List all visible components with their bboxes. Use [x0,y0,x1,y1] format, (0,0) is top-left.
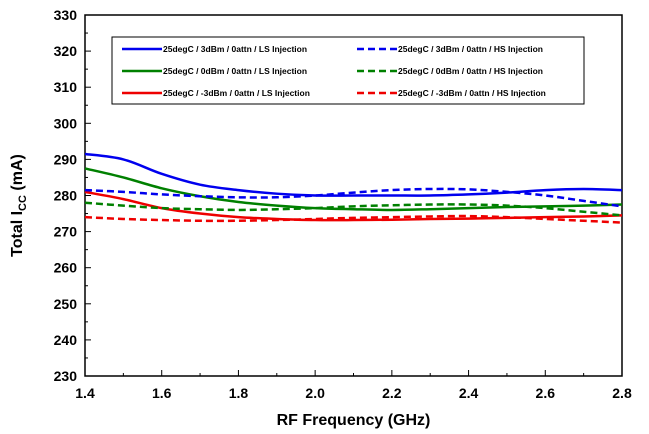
series-line [84,214,623,224]
y-tick-label: 290 [54,151,78,167]
legend-label: 25degC / 3dBm / 0attn / HS Injection [398,44,543,54]
legend-box [111,36,585,105]
y-tick-label: 230 [54,368,78,384]
y-tick-label: 300 [54,115,78,131]
x-tick-label: 2.8 [612,385,632,401]
y-tick-label: 240 [54,332,78,348]
x-tick-label: 1.6 [152,385,172,401]
x-axis-ticks: 1.4 1.6 1.8 2.0 2.2 2.4 2.6 2.8 [75,370,632,401]
legend-label: 25degC / -3dBm / 0attn / HS Injection [398,88,546,98]
series-line [84,187,623,208]
legend-label: 25degC / -3dBm / 0attn / LS Injection [163,88,310,98]
legend: 25degC / 3dBm / 0attn / LS Injection 25de… [111,36,585,105]
series-line [84,190,623,222]
x-tick-label: 2.0 [305,385,325,401]
y-tick-label: 270 [54,224,78,240]
series-line [84,167,623,212]
legend-label: 25degC / 3dBm / 0attn / LS Injection [163,44,307,54]
legend-label: 25degC / 0dBm / 0attn / LS Injection [163,66,307,76]
y-tick-label: 310 [54,79,78,95]
x-tick-label: 2.4 [459,385,479,401]
y-axis-title-prefix: Total I [9,211,26,257]
x-tick-label: 2.2 [382,385,402,401]
y-tick-label: 250 [54,296,78,312]
y-axis-title-suffix: (mA) [9,154,26,195]
x-tick-label: 2.6 [536,385,556,401]
y-axis-ticks: 230 240 250 260 270 280 290 300 310 320 330 [54,7,91,384]
y-axis-title-subscript: CC [17,195,29,211]
legend-label: 25degC / 0dBm / 0attn / HS Injection [398,66,543,76]
x-tick-label: 1.8 [229,385,249,401]
y-tick-label: 280 [54,188,78,204]
y-tick-label: 260 [54,260,78,276]
series-line [84,201,623,217]
x-tick-label: 1.4 [75,385,95,401]
series-lines [84,152,623,224]
y-axis-title: Total ICC (mA) [9,154,29,257]
x-axis-title: RF Frequency (GHz) [277,412,431,429]
y-tick-label: 330 [54,7,78,23]
series-line [84,152,623,197]
y-tick-label: 320 [54,43,78,59]
